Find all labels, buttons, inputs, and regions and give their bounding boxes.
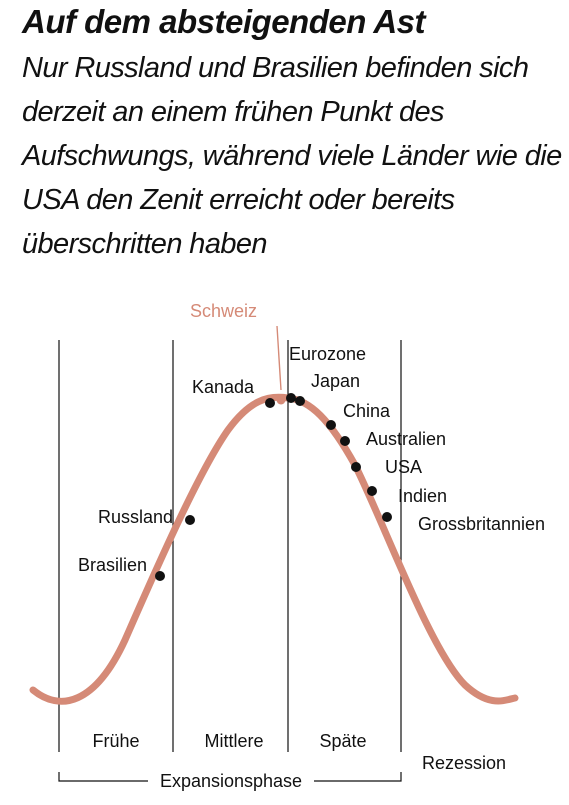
- label-china: China: [343, 401, 391, 421]
- label-australien: Australien: [366, 429, 446, 449]
- dot-eurozone: [286, 393, 296, 403]
- headline: Auf dem absteigenden Ast: [22, 3, 426, 40]
- dot-usa: [351, 462, 361, 472]
- dot-indien: [367, 486, 377, 496]
- label-indien: Indien: [398, 486, 447, 506]
- label-usa: USA: [385, 457, 422, 477]
- label-brasilien: Brasilien: [78, 555, 147, 575]
- dot-japan: [295, 396, 305, 406]
- dot-kanada: [265, 398, 275, 408]
- phase-label-mittlere: Mittlere: [204, 731, 263, 751]
- dot-australien: [340, 436, 350, 446]
- expansion-bracket-right: [314, 772, 402, 782]
- dot-china: [326, 420, 336, 430]
- dot-brasilien: [155, 571, 165, 581]
- dot-schweiz: [276, 395, 286, 405]
- schweiz-leader-line: [276, 325, 282, 391]
- label-eurozone: Eurozone: [289, 344, 366, 364]
- phase-label-spaete: Späte: [319, 731, 366, 751]
- label-grossbritannien: Grossbritannien: [418, 514, 545, 534]
- dot-grossbritannien: [382, 512, 392, 522]
- expansion-label: Expansionsphase: [160, 771, 302, 791]
- label-kanada: Kanada: [192, 377, 255, 397]
- label-japan: Japan: [311, 371, 360, 391]
- label-russland: Russland: [98, 507, 173, 527]
- subtitle: Nur Russland und Brasilien befinden sich…: [22, 52, 562, 260]
- label-schweiz: Schweiz: [190, 301, 257, 321]
- phase-label-rezession: Rezession: [422, 753, 506, 773]
- expansion-bracket-left: [58, 772, 148, 782]
- dot-russland: [185, 515, 195, 525]
- phase-label-fruehe: Frühe: [92, 731, 139, 751]
